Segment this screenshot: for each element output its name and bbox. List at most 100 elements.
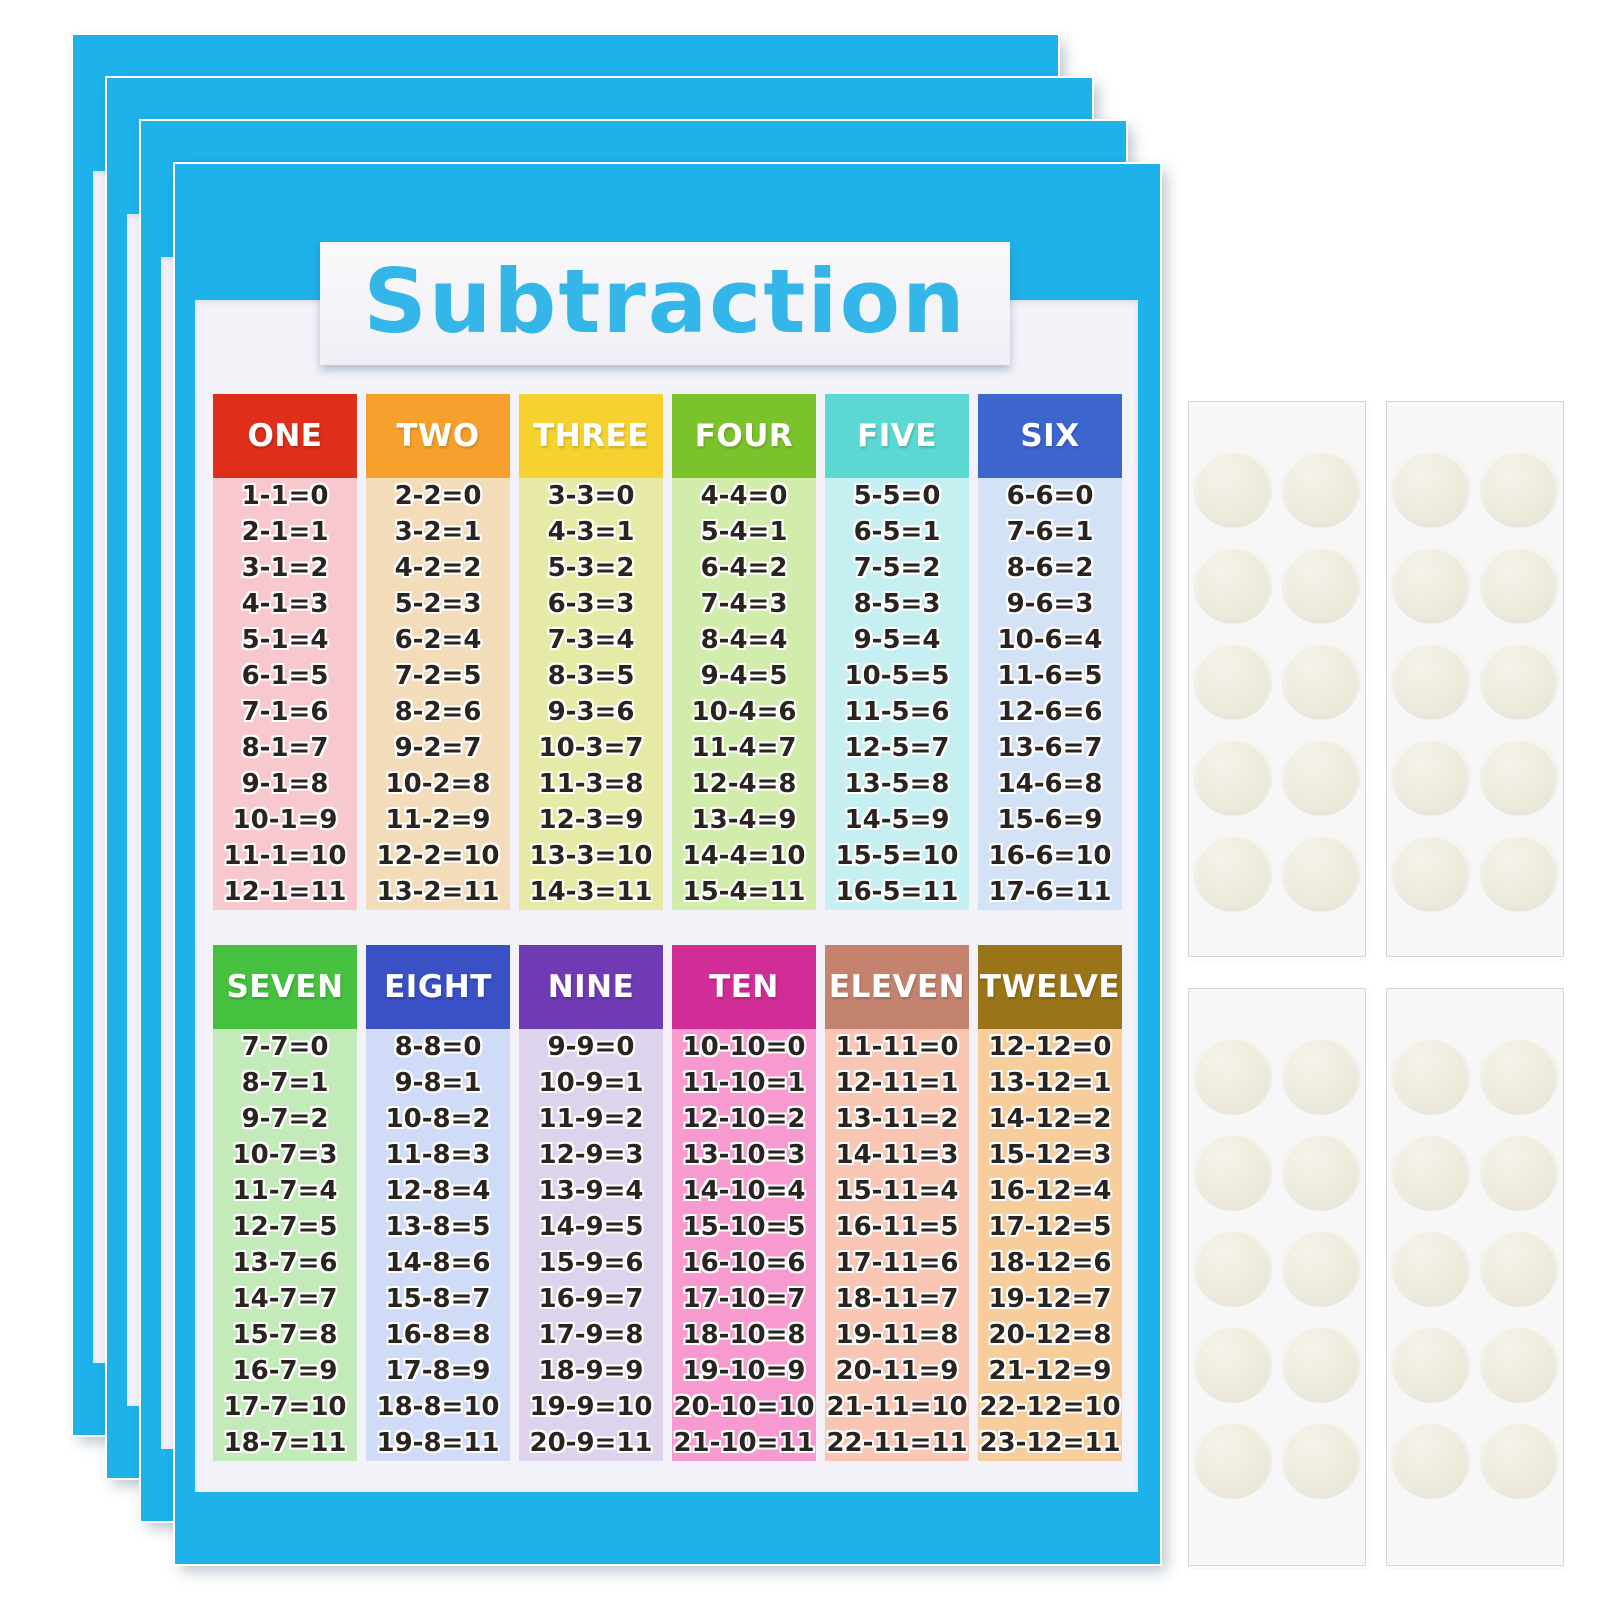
glue-dot bbox=[1481, 450, 1557, 526]
column-one: ONE 1-1=0 2-1=1 3-1=2 4-1=3 5-1=4 6-1=5 7-1=6 8-… bbox=[213, 394, 357, 910]
glue-dot bbox=[1393, 1133, 1469, 1209]
sticker-sheet-2 bbox=[1386, 401, 1564, 957]
equation-cell: 9-2=7 bbox=[394, 733, 482, 763]
equation-cell: 6-1=5 bbox=[241, 661, 329, 691]
glue-dot bbox=[1283, 546, 1359, 622]
equation-cell: 6-6=0 bbox=[1006, 481, 1094, 511]
glue-dot bbox=[1481, 834, 1557, 910]
equation-cell: 12-5=7 bbox=[844, 733, 950, 763]
equation-cell: 22-11=11 bbox=[826, 1428, 968, 1458]
column-header-label: NINE bbox=[547, 969, 635, 1005]
equation-cell: 4-1=3 bbox=[241, 589, 329, 619]
equation-cell: 13-12=1 bbox=[988, 1068, 1112, 1098]
equation-cell: 15-5=10 bbox=[835, 841, 959, 871]
column-body: 2-2=0 3-2=1 4-2=2 5-2=3 6-2=4 7-2=5 8-2=6 9-2=7… bbox=[366, 478, 510, 910]
equation-cell: 19-11=8 bbox=[835, 1320, 959, 1350]
column-header-label: FOUR bbox=[694, 418, 794, 454]
glue-dot bbox=[1481, 1325, 1557, 1401]
equation-cell: 21-12=9 bbox=[988, 1356, 1112, 1386]
glue-dot bbox=[1393, 450, 1469, 526]
column-body: 6-6=0 7-6=1 8-6=2 9-6=3 10-6=4 11-6=5 12-6=6 13… bbox=[978, 478, 1122, 910]
table-block-2: SEVEN 7-7=0 8-7=1 9-7=2 10-7=3 11-7=4 12-7=5 13… bbox=[213, 945, 1122, 1461]
column-header: TEN bbox=[672, 945, 816, 1029]
equation-cell: 15-4=11 bbox=[682, 877, 806, 907]
column-header-label: THREE bbox=[533, 418, 649, 454]
equation-cell: 17-11=6 bbox=[835, 1248, 959, 1278]
equation-cell: 20-9=11 bbox=[529, 1428, 653, 1458]
column-header: NINE bbox=[519, 945, 663, 1029]
glue-dot bbox=[1481, 1229, 1557, 1305]
equation-cell: 8-5=3 bbox=[853, 589, 941, 619]
equation-cell: 13-9=4 bbox=[538, 1176, 644, 1206]
equation-cell: 9-4=5 bbox=[700, 661, 788, 691]
equation-cell: 10-5=5 bbox=[844, 661, 950, 691]
equation-cell: 16-11=5 bbox=[835, 1212, 959, 1242]
column-six: SIX 6-6=0 7-6=1 8-6=2 9-6=3 10-6=4 11-6=5 12-6=… bbox=[978, 394, 1122, 910]
equation-cell: 6-5=1 bbox=[853, 517, 941, 547]
glue-dot bbox=[1195, 1037, 1271, 1113]
column-four: FOUR 4-4=0 5-4=1 6-4=2 7-4=3 8-4=4 9-4=5 10-4=6… bbox=[672, 394, 816, 910]
glue-dot bbox=[1283, 450, 1359, 526]
column-ten: TEN 10-10=0 11-10=1 12-10=2 13-10=3 14-10=4 15… bbox=[672, 945, 816, 1461]
equation-cell: 7-5=2 bbox=[853, 553, 941, 583]
equation-cell: 21-11=10 bbox=[826, 1392, 968, 1422]
glue-dot bbox=[1393, 1037, 1469, 1113]
equation-cell: 12-9=3 bbox=[538, 1140, 644, 1170]
equation-cell: 14-5=9 bbox=[844, 805, 950, 835]
equation-cell: 21-10=11 bbox=[673, 1428, 815, 1458]
equation-cell: 17-7=10 bbox=[223, 1392, 347, 1422]
glue-dot bbox=[1283, 1325, 1359, 1401]
glue-dot bbox=[1393, 1325, 1469, 1401]
column-body: 5-5=0 6-5=1 7-5=2 8-5=3 9-5=4 10-5=5 11-5=6 12-… bbox=[825, 478, 969, 910]
column-five: FIVE 5-5=0 6-5=1 7-5=2 8-5=3 9-5=4 10-5=5 11-5=… bbox=[825, 394, 969, 910]
equation-cell: 16-6=10 bbox=[988, 841, 1112, 871]
equation-cell: 8-8=0 bbox=[394, 1032, 482, 1062]
equation-cell: 20-11=9 bbox=[835, 1356, 959, 1386]
glue-dot bbox=[1283, 1133, 1359, 1209]
equation-cell: 13-2=11 bbox=[376, 877, 500, 907]
column-body: 3-3=0 4-3=1 5-3=2 6-3=3 7-3=4 8-3=5 9-3=6 10-3=… bbox=[519, 478, 663, 910]
column-body: 9-9=0 10-9=1 11-9=2 12-9=3 13-9=4 14-9=5 15-9=… bbox=[519, 1029, 663, 1461]
glue-dot bbox=[1195, 450, 1271, 526]
column-header-label: TEN bbox=[709, 969, 779, 1005]
column-header: THREE bbox=[519, 394, 663, 478]
equation-cell: 9-8=1 bbox=[394, 1068, 482, 1098]
equation-cell: 19-8=11 bbox=[376, 1428, 500, 1458]
equation-cell: 11-7=4 bbox=[232, 1176, 338, 1206]
column-header-label: TWELVE bbox=[979, 969, 1121, 1005]
glue-dot bbox=[1283, 1037, 1359, 1113]
column-body: 7-7=0 8-7=1 9-7=2 10-7=3 11-7=4 12-7=5 13-7=6 1… bbox=[213, 1029, 357, 1461]
sticker-sheet-4 bbox=[1386, 988, 1564, 1566]
glue-dot bbox=[1393, 738, 1469, 814]
equation-cell: 7-2=5 bbox=[394, 661, 482, 691]
column-body: 8-8=0 9-8=1 10-8=2 11-8=3 12-8=4 13-8=5 14-8=6… bbox=[366, 1029, 510, 1461]
equation-cell: 7-7=0 bbox=[241, 1032, 329, 1062]
equation-cell: 7-4=3 bbox=[700, 589, 788, 619]
equation-cell: 8-7=1 bbox=[241, 1068, 329, 1098]
column-header-label: SIX bbox=[1020, 418, 1080, 454]
equation-cell: 17-9=8 bbox=[538, 1320, 644, 1350]
equation-cell: 11-1=10 bbox=[223, 841, 347, 871]
equation-cell: 19-12=7 bbox=[988, 1284, 1112, 1314]
equation-cell: 13-7=6 bbox=[232, 1248, 338, 1278]
column-header: TWO bbox=[366, 394, 510, 478]
equation-cell: 5-3=2 bbox=[547, 553, 635, 583]
equation-cell: 11-2=9 bbox=[385, 805, 491, 835]
sticker-sheet-3 bbox=[1188, 988, 1366, 1566]
glue-dot bbox=[1481, 1037, 1557, 1113]
equation-cell: 1-1=0 bbox=[241, 481, 329, 511]
column-body: 12-12=0 13-12=1 14-12=2 15-12=3 16-12=4 17-12… bbox=[978, 1029, 1122, 1461]
equation-cell: 5-4=1 bbox=[700, 517, 788, 547]
equation-cell: 15-12=3 bbox=[988, 1140, 1112, 1170]
glue-dot bbox=[1393, 1421, 1469, 1497]
column-header: ONE bbox=[213, 394, 357, 478]
equation-cell: 11-3=8 bbox=[538, 769, 644, 799]
glue-dot bbox=[1195, 834, 1271, 910]
equation-cell: 5-5=0 bbox=[853, 481, 941, 511]
column-header-label: SEVEN bbox=[226, 969, 344, 1005]
glue-dot bbox=[1195, 642, 1271, 718]
column-header-label: EIGHT bbox=[384, 969, 492, 1005]
column-body: 10-10=0 11-10=1 12-10=2 13-10=3 14-10=4 15-10… bbox=[672, 1029, 816, 1461]
glue-dot bbox=[1481, 642, 1557, 718]
column-header: ELEVEN bbox=[825, 945, 969, 1029]
